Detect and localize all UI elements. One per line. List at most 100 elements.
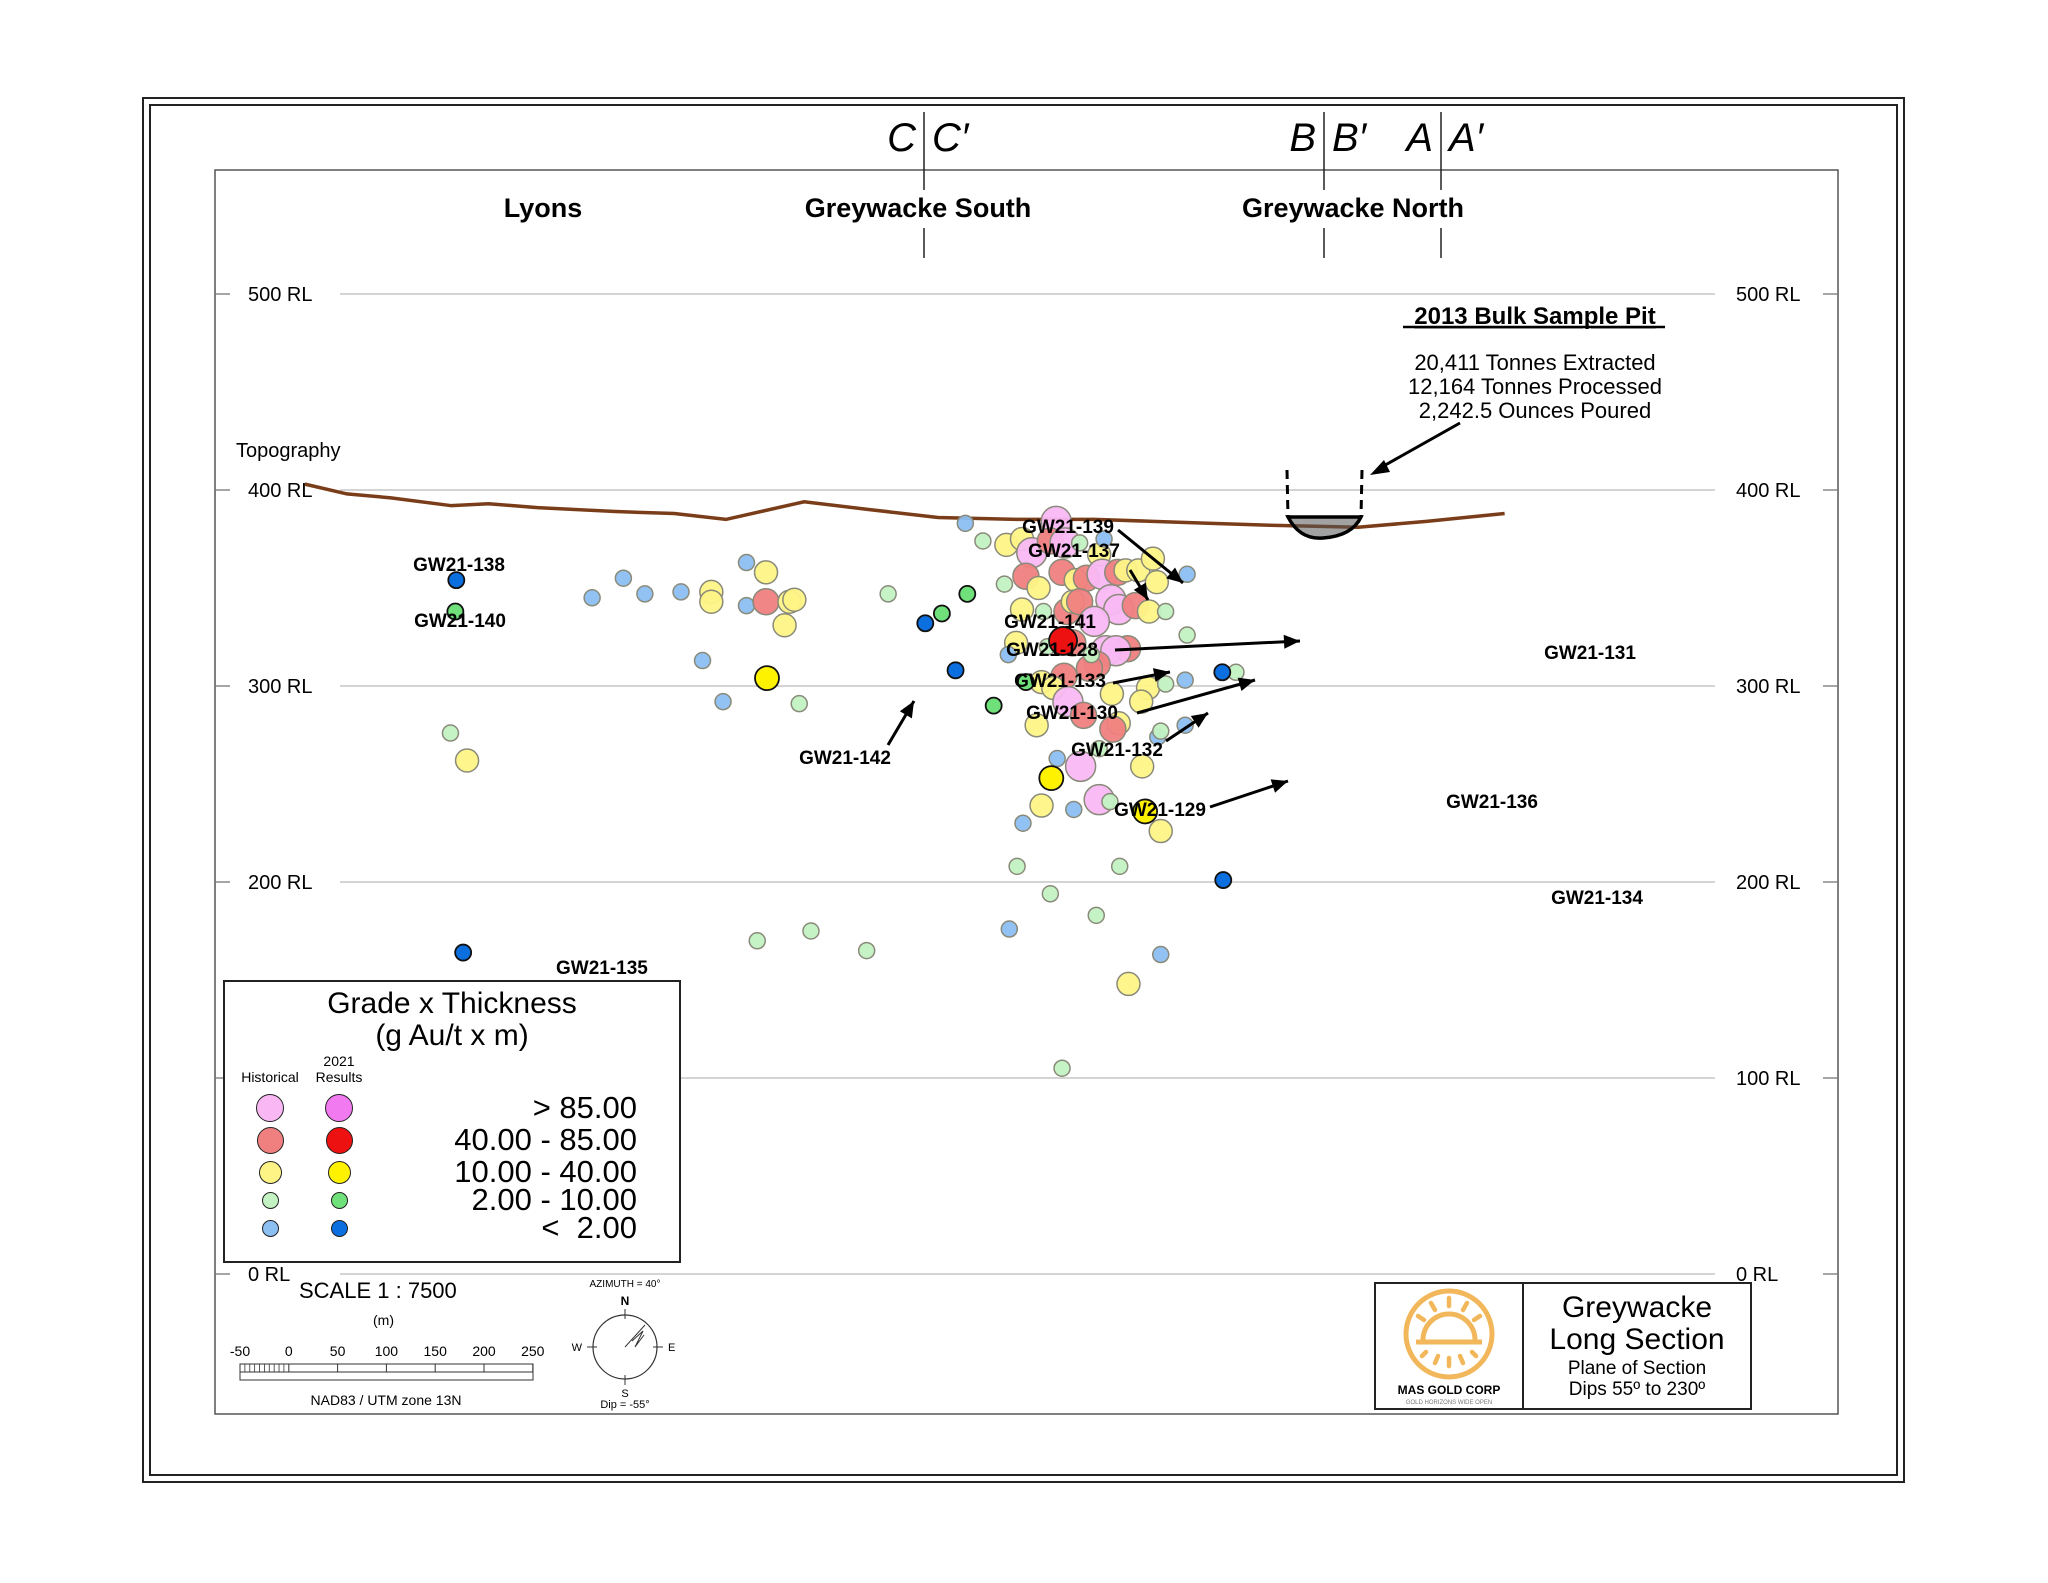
outer-frame bbox=[142, 97, 1905, 1483]
compass-w: W bbox=[572, 1342, 583, 1354]
compass-e: E bbox=[668, 1342, 675, 1354]
legend-range-label: 10.00 - 40.00 bbox=[454, 1154, 637, 1189]
scale-tick-label: -50 bbox=[230, 1343, 250, 1359]
historical-point-10-40 bbox=[699, 589, 724, 614]
pit-arrow-head bbox=[1370, 460, 1390, 475]
historical-point-lt2 bbox=[737, 596, 756, 615]
legend-2021-dot bbox=[325, 1094, 353, 1122]
callout-arrow-head bbox=[1166, 567, 1183, 583]
compass-s: S bbox=[621, 1388, 628, 1400]
compass-n: N bbox=[621, 1294, 630, 1308]
historical-point-2-10 bbox=[441, 724, 460, 742]
historical-point-10-40 bbox=[1148, 818, 1173, 844]
legend-historical-dot bbox=[261, 1219, 279, 1237]
scale-unit: (m) bbox=[373, 1312, 394, 1328]
drillhole-label: GW21-134 bbox=[1551, 888, 1643, 909]
historical-point-2-10 bbox=[790, 694, 808, 713]
legend-col-2021: 2021 Results bbox=[309, 1053, 369, 1085]
historical-point-10-40 bbox=[1026, 575, 1051, 601]
historical-point-10-40 bbox=[1099, 681, 1125, 707]
result-2021-point bbox=[1048, 626, 1078, 656]
y-tick-label-right: 200 RL bbox=[1736, 872, 1801, 894]
historical-point-lt2 bbox=[693, 651, 712, 670]
section-marker-A: A bbox=[1404, 116, 1433, 160]
historical-point-40-85 bbox=[1099, 715, 1127, 743]
historical-point-10-40 bbox=[1129, 754, 1155, 779]
legend-historical-dot bbox=[256, 1094, 284, 1122]
results-2021-points bbox=[446, 571, 1233, 962]
legend-historical-dot bbox=[261, 1191, 279, 1209]
area-label-0: Lyons bbox=[504, 193, 583, 223]
drillhole-label: GW21-140 bbox=[414, 611, 506, 632]
legend-col-historical: Historical bbox=[241, 1069, 299, 1085]
scale-tick-label: 200 bbox=[472, 1343, 496, 1359]
historical-point-lt2 bbox=[956, 514, 975, 533]
historical-point-2-10 bbox=[974, 532, 992, 550]
legend: Grade x Thickness (g Au/t x m) Historica… bbox=[223, 980, 681, 1263]
scale-tick-label: 150 bbox=[424, 1343, 448, 1359]
result-2021-point bbox=[1132, 798, 1159, 825]
topography-line bbox=[304, 482, 1505, 529]
historical-point-gt85 bbox=[1064, 750, 1097, 783]
y-tick-label-left: 0 RL bbox=[248, 1264, 290, 1286]
legend-range-label: 2.00 - 10.00 bbox=[471, 1182, 637, 1217]
result-2021-point bbox=[754, 665, 780, 692]
drillhole-label: GW21-137 bbox=[1028, 541, 1120, 562]
result-2021-point bbox=[1038, 765, 1065, 792]
pit-shape bbox=[1285, 515, 1364, 540]
legend-title: Grade x Thickness (g Au/t x m) bbox=[225, 988, 679, 1052]
historical-point-lt2 bbox=[1065, 800, 1083, 819]
historical-point-lt2 bbox=[1014, 814, 1032, 832]
result-2021-point bbox=[1017, 673, 1035, 691]
historical-point-2-10 bbox=[1178, 626, 1196, 644]
title-line-1: Greywacke bbox=[1561, 1291, 1713, 1324]
section-marker-B: B bbox=[1289, 116, 1316, 160]
historical-point-2-10 bbox=[1008, 857, 1026, 876]
result-2021-point bbox=[984, 696, 1003, 715]
historical-point-2-10 bbox=[802, 922, 820, 940]
result-2021-point bbox=[446, 602, 465, 621]
section-marker-A-prime: A′ bbox=[1447, 116, 1485, 160]
plot-border bbox=[214, 169, 1839, 1415]
historical-point-10-40 bbox=[1116, 971, 1141, 997]
section-marker-C: C bbox=[887, 116, 917, 160]
result-2021-point bbox=[1214, 871, 1233, 889]
historical-point-lt2 bbox=[1000, 920, 1019, 938]
scale-text: SCALE 1 : 7500 bbox=[299, 1278, 457, 1303]
historical-point-2-10 bbox=[1090, 739, 1108, 758]
area-labels: Lyons Greywacke South Greywacke North bbox=[504, 193, 1464, 223]
compass-azimuth: AZIMUTH = 40° bbox=[590, 1279, 661, 1290]
pit-line-3: 2,242.5 Ounces Poured bbox=[1419, 398, 1651, 423]
y-tick-label-left: 400 RL bbox=[248, 480, 313, 502]
legend-historical-dot bbox=[256, 1126, 284, 1154]
pit-line-2: 12,164 Tonnes Processed bbox=[1408, 374, 1662, 399]
historical-point-lt2 bbox=[1151, 945, 1170, 964]
historical-point-10-40 bbox=[454, 748, 480, 773]
historical-point-2-10 bbox=[1087, 906, 1106, 925]
historical-point-2-10 bbox=[879, 585, 897, 603]
title-block: MAS GOLD CORP GOLD HORIZONS WIDE OPEN Gr… bbox=[1374, 1282, 1752, 1410]
drillhole-label: GW21-136 bbox=[1446, 792, 1538, 813]
result-2021-point bbox=[916, 614, 935, 633]
historical-point-2-10 bbox=[1070, 534, 1089, 552]
y-tick-label-right: 100 RL bbox=[1736, 1068, 1801, 1090]
historical-point-10-40 bbox=[1029, 793, 1054, 818]
scale-tick-label: 100 bbox=[375, 1343, 399, 1359]
title-line-2: Long Section bbox=[1549, 1323, 1725, 1356]
y-tick-label-left: 500 RL bbox=[248, 284, 313, 306]
section-lines: C C′ B B′ A A′ bbox=[887, 112, 1485, 258]
legend-range-label: > 85.00 bbox=[532, 1090, 637, 1125]
legend-title-line2: (g Au/t x m) bbox=[375, 1019, 529, 1052]
compass-dip: Dip = -55° bbox=[600, 1399, 649, 1411]
historical-point-10-40 bbox=[1144, 569, 1170, 595]
scale-tick-labels: -50 0 50 100 150 200 250 bbox=[230, 1343, 545, 1359]
y-tick-label-right: 0 RL bbox=[1736, 1264, 1778, 1286]
historical-point-2-10 bbox=[1151, 722, 1170, 740]
drillhole-label: GW21-139 bbox=[1022, 517, 1114, 538]
historical-point-lt2 bbox=[737, 553, 756, 572]
y-tick-label-right: 300 RL bbox=[1736, 676, 1801, 698]
legend-2021-dot bbox=[327, 1160, 351, 1184]
result-2021-point bbox=[932, 604, 951, 623]
historical-point-10-40 bbox=[782, 587, 807, 613]
callout-arrow bbox=[1136, 678, 1256, 715]
